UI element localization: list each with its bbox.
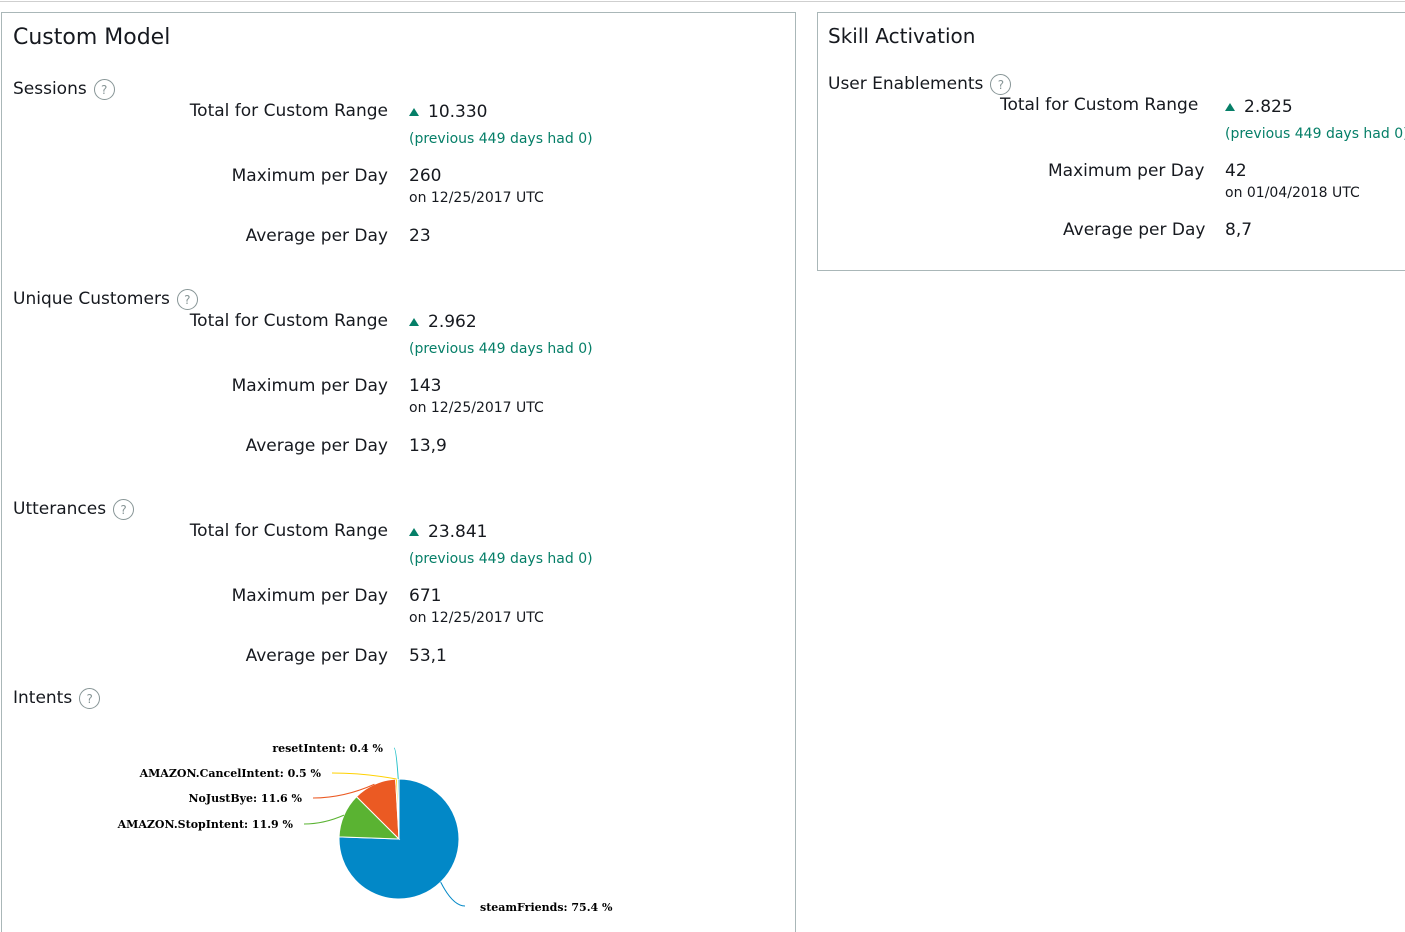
panel-title: Skill Activation — [828, 24, 976, 48]
total-value-text: 2.825 — [1244, 97, 1293, 117]
max-date: on 12/25/2017 UTC — [409, 610, 544, 626]
total-value: 2.825 — [1219, 97, 1293, 117]
trend-up-icon — [1225, 103, 1235, 111]
sessions-section-title: Sessions ? — [13, 77, 115, 100]
max-value: 671 — [409, 586, 442, 606]
pie-leader-line — [440, 881, 466, 907]
top-divider — [0, 1, 1405, 2]
pie-label: resetIntent: 0.4 % — [272, 742, 383, 755]
previous-period-note: (previous 449 days had 0) — [409, 131, 593, 147]
avg-value: 8,7 — [1225, 220, 1253, 240]
unique-customers-section-title: Unique Customers ? — [13, 287, 198, 310]
total-value-text: 23.841 — [428, 522, 488, 542]
section-title-text: Intents — [13, 687, 73, 708]
total-value-text: 2.962 — [428, 312, 477, 332]
help-icon[interactable]: ? — [93, 79, 115, 100]
max-label: Maximum per Day — [231, 586, 388, 606]
pie-leader-line — [331, 772, 397, 780]
max-value: 143 — [409, 376, 442, 396]
pie-leader-line — [393, 747, 399, 780]
max-label: Maximum per Day — [231, 166, 388, 186]
total-value: 10.330 — [403, 102, 487, 122]
max-date: on 12/25/2017 UTC — [409, 400, 544, 416]
previous-period-note: (previous 449 days had 0) — [1225, 126, 1405, 142]
panel-title: Custom Model — [13, 25, 171, 50]
trend-up-icon — [409, 318, 419, 326]
max-label: Maximum per Day — [231, 376, 388, 396]
skill-activation-panel: Skill Activation User Enablements ? Tota… — [817, 12, 1405, 271]
max-value: 260 — [409, 166, 442, 186]
avg-label: Average per Day — [245, 436, 388, 456]
section-title-text: User Enablements — [828, 73, 984, 94]
total-value: 23.841 — [403, 522, 487, 542]
utterances-section-title: Utterances ? — [13, 497, 135, 520]
max-value: 42 — [1225, 161, 1247, 181]
pie-label: AMAZON.StopIntent: 11.9 % — [117, 818, 294, 831]
total-value-text: 10.330 — [428, 102, 488, 122]
section-title-text: Utterances — [13, 498, 107, 519]
help-icon[interactable]: ? — [990, 74, 1012, 95]
avg-value: 53,1 — [409, 646, 447, 666]
avg-value: 23 — [409, 226, 431, 246]
total-label: Total for Custom Range — [1000, 95, 1199, 115]
trend-up-icon — [409, 108, 419, 116]
avg-label: Average per Day — [245, 646, 388, 666]
user-enablements-section-title: User Enablements ? — [828, 72, 1012, 95]
pie-slice-resetintent[interactable] — [396, 778, 400, 840]
custom-model-panel: Custom Model Sessions ? Total for Custom… — [1, 12, 796, 932]
help-icon[interactable]: ? — [176, 289, 198, 310]
max-label: Maximum per Day — [1048, 161, 1205, 181]
trend-up-icon — [409, 528, 419, 536]
intents-pie-chart: steamFriends: 75.4 % AMAZON.StopIntent: 1… — [117, 742, 613, 914]
avg-label: Average per Day — [1063, 220, 1206, 240]
total-label: Total for Custom Range — [189, 101, 388, 121]
pie-label: NoJustBye: 11.6 % — [188, 792, 302, 805]
avg-value: 13,9 — [409, 436, 447, 456]
pie-leader-line — [303, 814, 345, 825]
intents-section-title: Intents ? — [13, 686, 101, 709]
help-icon[interactable]: ? — [113, 499, 135, 520]
section-title-text: Unique Customers — [13, 288, 170, 309]
previous-period-note: (previous 449 days had 0) — [409, 551, 593, 567]
max-date: on 12/25/2017 UTC — [409, 190, 544, 206]
section-title-text: Sessions — [13, 78, 87, 99]
pie-label: steamFriends: 75.4 % — [480, 901, 613, 914]
help-icon[interactable]: ? — [79, 688, 101, 709]
total-value: 2.962 — [403, 312, 477, 332]
previous-period-note: (previous 449 days had 0) — [409, 341, 593, 357]
total-label: Total for Custom Range — [189, 521, 388, 541]
total-label: Total for Custom Range — [189, 311, 388, 331]
pie-label: AMAZON.CancelIntent: 0.5 % — [139, 767, 322, 780]
pie-leader-line — [312, 783, 375, 799]
avg-label: Average per Day — [245, 226, 388, 246]
max-date: on 01/04/2018 UTC — [1225, 185, 1360, 201]
